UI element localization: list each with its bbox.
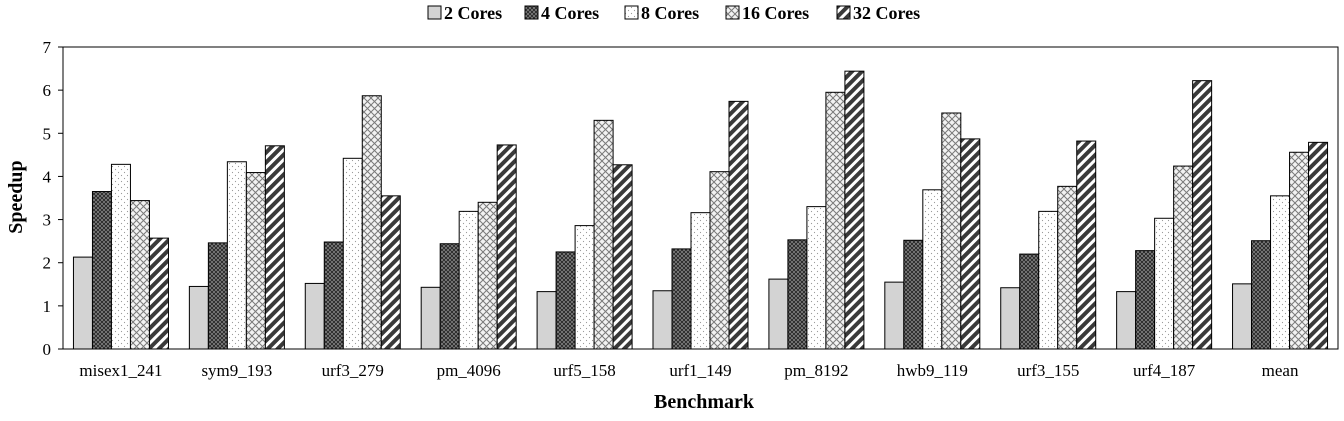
legend-swatch [624, 5, 639, 20]
legend-label: 32 Cores [853, 3, 920, 23]
bar [593, 119, 614, 350]
bar [342, 157, 363, 350]
x-tick-label: urf4_187 [1133, 361, 1196, 380]
bar [1173, 165, 1194, 350]
bar [536, 291, 557, 350]
y-tick-label: 6 [43, 81, 52, 100]
legend-swatch [725, 5, 740, 20]
bar [941, 112, 962, 350]
x-tick-label: sym9_193 [201, 361, 272, 380]
bar [1270, 195, 1291, 350]
bar [787, 239, 808, 350]
bar [207, 242, 228, 350]
legend: 2 Cores 4 Cores 8 Cores 16 Cores 32 Cores [427, 3, 920, 23]
bar [72, 256, 93, 350]
x-tick-label: urf3_279 [322, 361, 384, 380]
y-tick-label: 7 [43, 38, 52, 57]
bar [1038, 210, 1059, 350]
bar [1135, 250, 1156, 350]
bar [496, 144, 517, 350]
bar [110, 163, 131, 350]
bar [1000, 287, 1021, 350]
bar [245, 172, 266, 350]
bar [1057, 185, 1078, 350]
bar [709, 171, 730, 350]
bar [304, 282, 325, 350]
x-tick-label: misex1_241 [79, 361, 162, 380]
bar [1116, 291, 1137, 350]
bar [844, 70, 865, 350]
bar [825, 91, 846, 350]
bar [1251, 240, 1272, 350]
bar [671, 248, 692, 350]
bar [652, 290, 673, 350]
bar [922, 189, 943, 350]
bar [960, 138, 981, 350]
bar [768, 278, 789, 350]
bar [226, 161, 247, 350]
x-tick-label: urf1_149 [669, 361, 731, 380]
x-tick-label: hwb9_119 [897, 361, 968, 380]
bar [612, 164, 633, 350]
legend-swatch [427, 5, 442, 20]
bar [1289, 151, 1310, 350]
y-axis-title: Speedup [5, 160, 27, 233]
y-tick-label: 4 [43, 167, 52, 186]
legend-swatch [836, 5, 851, 20]
bar [439, 243, 460, 350]
bar [884, 281, 905, 350]
plot-area: 0 1 2 3 4 5 6 7 misex1_241 sym9_193 urf3_279 pm_409… [43, 38, 1339, 380]
bar [129, 200, 150, 350]
bar [380, 195, 401, 350]
y-tick-label: 0 [43, 340, 52, 359]
bar [555, 251, 576, 350]
legend-label: 2 Cores [444, 3, 502, 23]
x-tick-label: pm_8192 [784, 361, 848, 380]
bar [420, 286, 441, 350]
bar [1154, 217, 1175, 350]
legend-label: 4 Cores [541, 3, 599, 23]
bar [574, 225, 595, 350]
x-tick-label: mean [1262, 361, 1299, 380]
bar [1232, 283, 1253, 350]
x-tick-label: pm_4096 [437, 361, 501, 380]
bar [91, 191, 112, 350]
y-tick-label: 3 [43, 211, 52, 230]
bar [690, 212, 711, 350]
x-tick-label: urf3_155 [1017, 361, 1079, 380]
bar [806, 206, 827, 350]
x-axis-title: Benchmark [654, 391, 755, 413]
legend-label: 16 Cores [742, 3, 809, 23]
bar [458, 210, 479, 350]
bar [1019, 253, 1040, 350]
bar [903, 239, 924, 350]
legend-swatch [524, 5, 539, 20]
bar [148, 237, 169, 350]
bar [361, 95, 382, 350]
x-tick-label: urf5_158 [553, 361, 615, 380]
bar [728, 100, 749, 350]
bar [1076, 140, 1097, 350]
bar [264, 145, 285, 350]
y-tick-label: 1 [43, 297, 52, 316]
y-tick-label: 2 [43, 254, 52, 273]
bar [188, 285, 209, 350]
legend-label: 8 Cores [641, 3, 699, 23]
bar [477, 201, 498, 350]
bar [1308, 141, 1329, 350]
bar [1192, 80, 1213, 350]
bar [323, 241, 344, 350]
y-tick-label: 5 [43, 124, 52, 143]
